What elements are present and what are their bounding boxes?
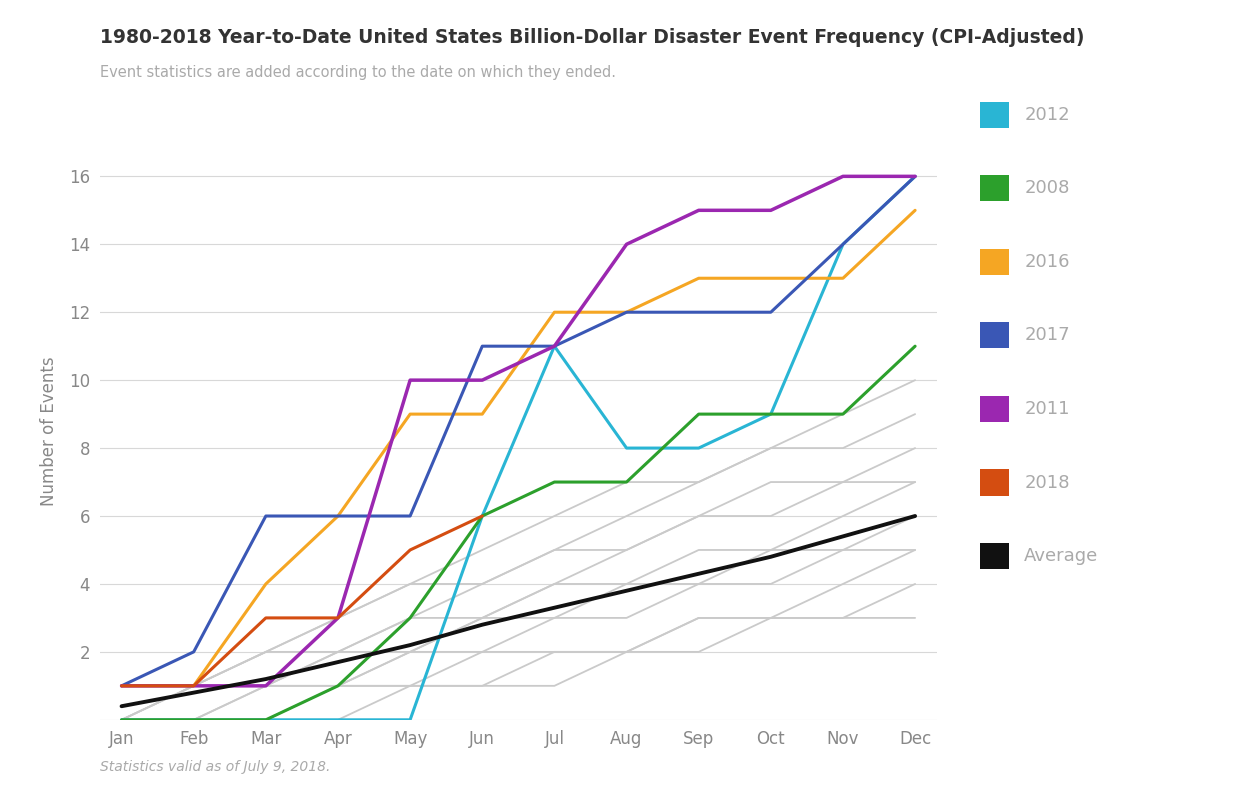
Text: 2016: 2016 <box>1024 253 1069 271</box>
Y-axis label: Number of Events: Number of Events <box>40 356 57 506</box>
Text: 2012: 2012 <box>1024 106 1070 123</box>
Text: 2018: 2018 <box>1024 474 1069 491</box>
Text: 2008: 2008 <box>1024 180 1069 197</box>
Text: Average: Average <box>1024 547 1098 565</box>
Text: Statistics valid as of July 9, 2018.: Statistics valid as of July 9, 2018. <box>100 759 330 774</box>
Text: 2011: 2011 <box>1024 400 1069 418</box>
Text: 2017: 2017 <box>1024 327 1070 344</box>
Text: 1980-2018 Year-to-Date United States Billion-Dollar Disaster Event Frequency (CP: 1980-2018 Year-to-Date United States Bil… <box>100 28 1084 47</box>
Text: Event statistics are added according to the date on which they ended.: Event statistics are added according to … <box>100 65 616 80</box>
